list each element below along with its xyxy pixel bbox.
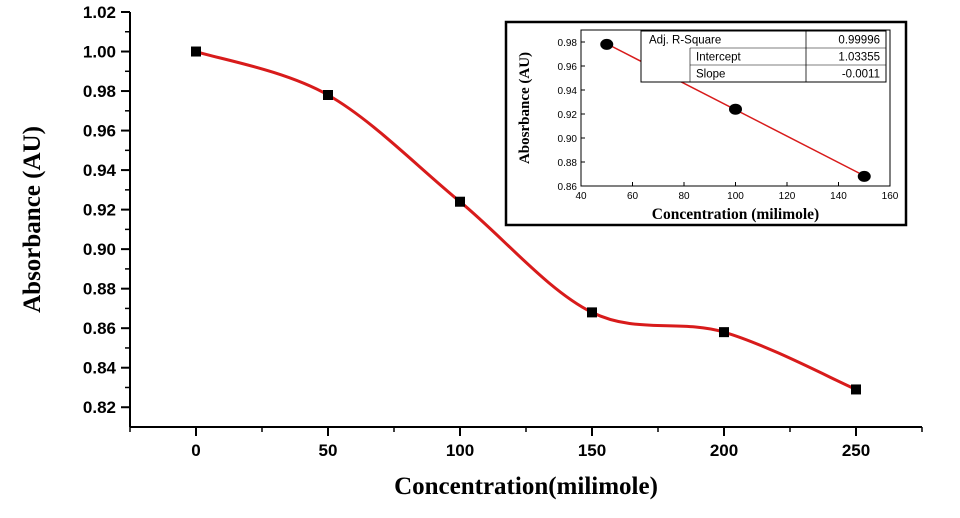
fit-table-value: 0.99996 — [838, 35, 880, 47]
data-point-marker — [587, 307, 597, 318]
x-tick-label: 200 — [710, 441, 738, 460]
y-tick-label: 0.94 — [83, 161, 117, 180]
fit-table-label: Intercept — [696, 52, 742, 64]
y-tick-label: 0.84 — [83, 359, 117, 378]
main-chart: 0.82 0.84 0.86 0.88 0.90 0.92 0.94 0.96 0.98 1.00… — [19, 3, 923, 500]
fit-table — [640, 30, 887, 83]
y-tick-label: 0.86 — [83, 319, 116, 338]
series-line — [195, 50, 857, 391]
inset-y-tick-label: 0.92 — [558, 110, 578, 121]
fit-table-label: Slope — [696, 69, 725, 81]
inset-y-tick-label: 0.90 — [558, 134, 578, 145]
y-tick-label: 1.02 — [83, 3, 116, 22]
inset-y-tick-label: 0.98 — [558, 38, 578, 49]
inset-x-tick-label: 40 — [575, 191, 587, 202]
y-tick-label: 1.00 — [83, 43, 116, 62]
inset-x-tick-label: 80 — [678, 191, 690, 202]
y-tick-label: 0.92 — [83, 201, 116, 220]
inset-data-point-marker — [729, 103, 742, 115]
fit-table-label: Adj. R-Square — [649, 35, 721, 47]
x-tick-label: 100 — [446, 441, 474, 460]
x-tick-label: 250 — [842, 441, 870, 460]
inset-y-tick-label: 0.96 — [558, 62, 578, 73]
inset-data-point-marker — [857, 170, 871, 182]
x-tick-label: 50 — [319, 441, 338, 460]
x-tick-label: 0 — [191, 441, 200, 460]
inset-y-tick-label: 0.88 — [558, 158, 578, 169]
y-tick-label: 0.90 — [83, 240, 116, 259]
inset-x-tick-label: 160 — [882, 191, 899, 202]
inset-x-axis-title: Concentration (milimole) — [652, 206, 819, 223]
y-tick-label: 0.82 — [83, 398, 116, 417]
inset-data-point-marker — [600, 38, 614, 50]
data-point-marker — [323, 90, 333, 100]
inset-x-tick-label: 100 — [727, 191, 744, 202]
fit-table-value: 1.03355 — [838, 52, 880, 64]
inset-y-tick-label: 0.86 — [558, 182, 578, 193]
y-tick-label: 0.88 — [83, 280, 116, 299]
inset-x-tick-label: 120 — [779, 191, 796, 202]
inset-y-tick-label: 0.94 — [558, 86, 578, 97]
fit-table-value: -0.0011 — [842, 69, 880, 81]
y-axis-title: Absorbance (AU) — [19, 126, 46, 313]
inset-x-tick-label: 140 — [830, 191, 847, 202]
x-tick-label: 150 — [578, 441, 606, 460]
inset-chart: 0.86 0.88 0.90 0.92 0.94 0.96 0.98 40 60 80 100 120… — [504, 20, 908, 227]
data-point-marker — [851, 384, 861, 395]
data-point-marker — [191, 46, 201, 57]
data-point-marker — [455, 196, 465, 207]
y-tick-label: 0.98 — [83, 82, 116, 101]
inset-x-tick-label: 60 — [627, 191, 639, 202]
x-axis-title: Concentration(milimole) — [394, 473, 658, 500]
y-tick-label: 0.96 — [83, 122, 116, 141]
data-point-marker — [719, 327, 729, 338]
inset-y-axis-title: Abosrbance (AU) — [517, 52, 533, 164]
